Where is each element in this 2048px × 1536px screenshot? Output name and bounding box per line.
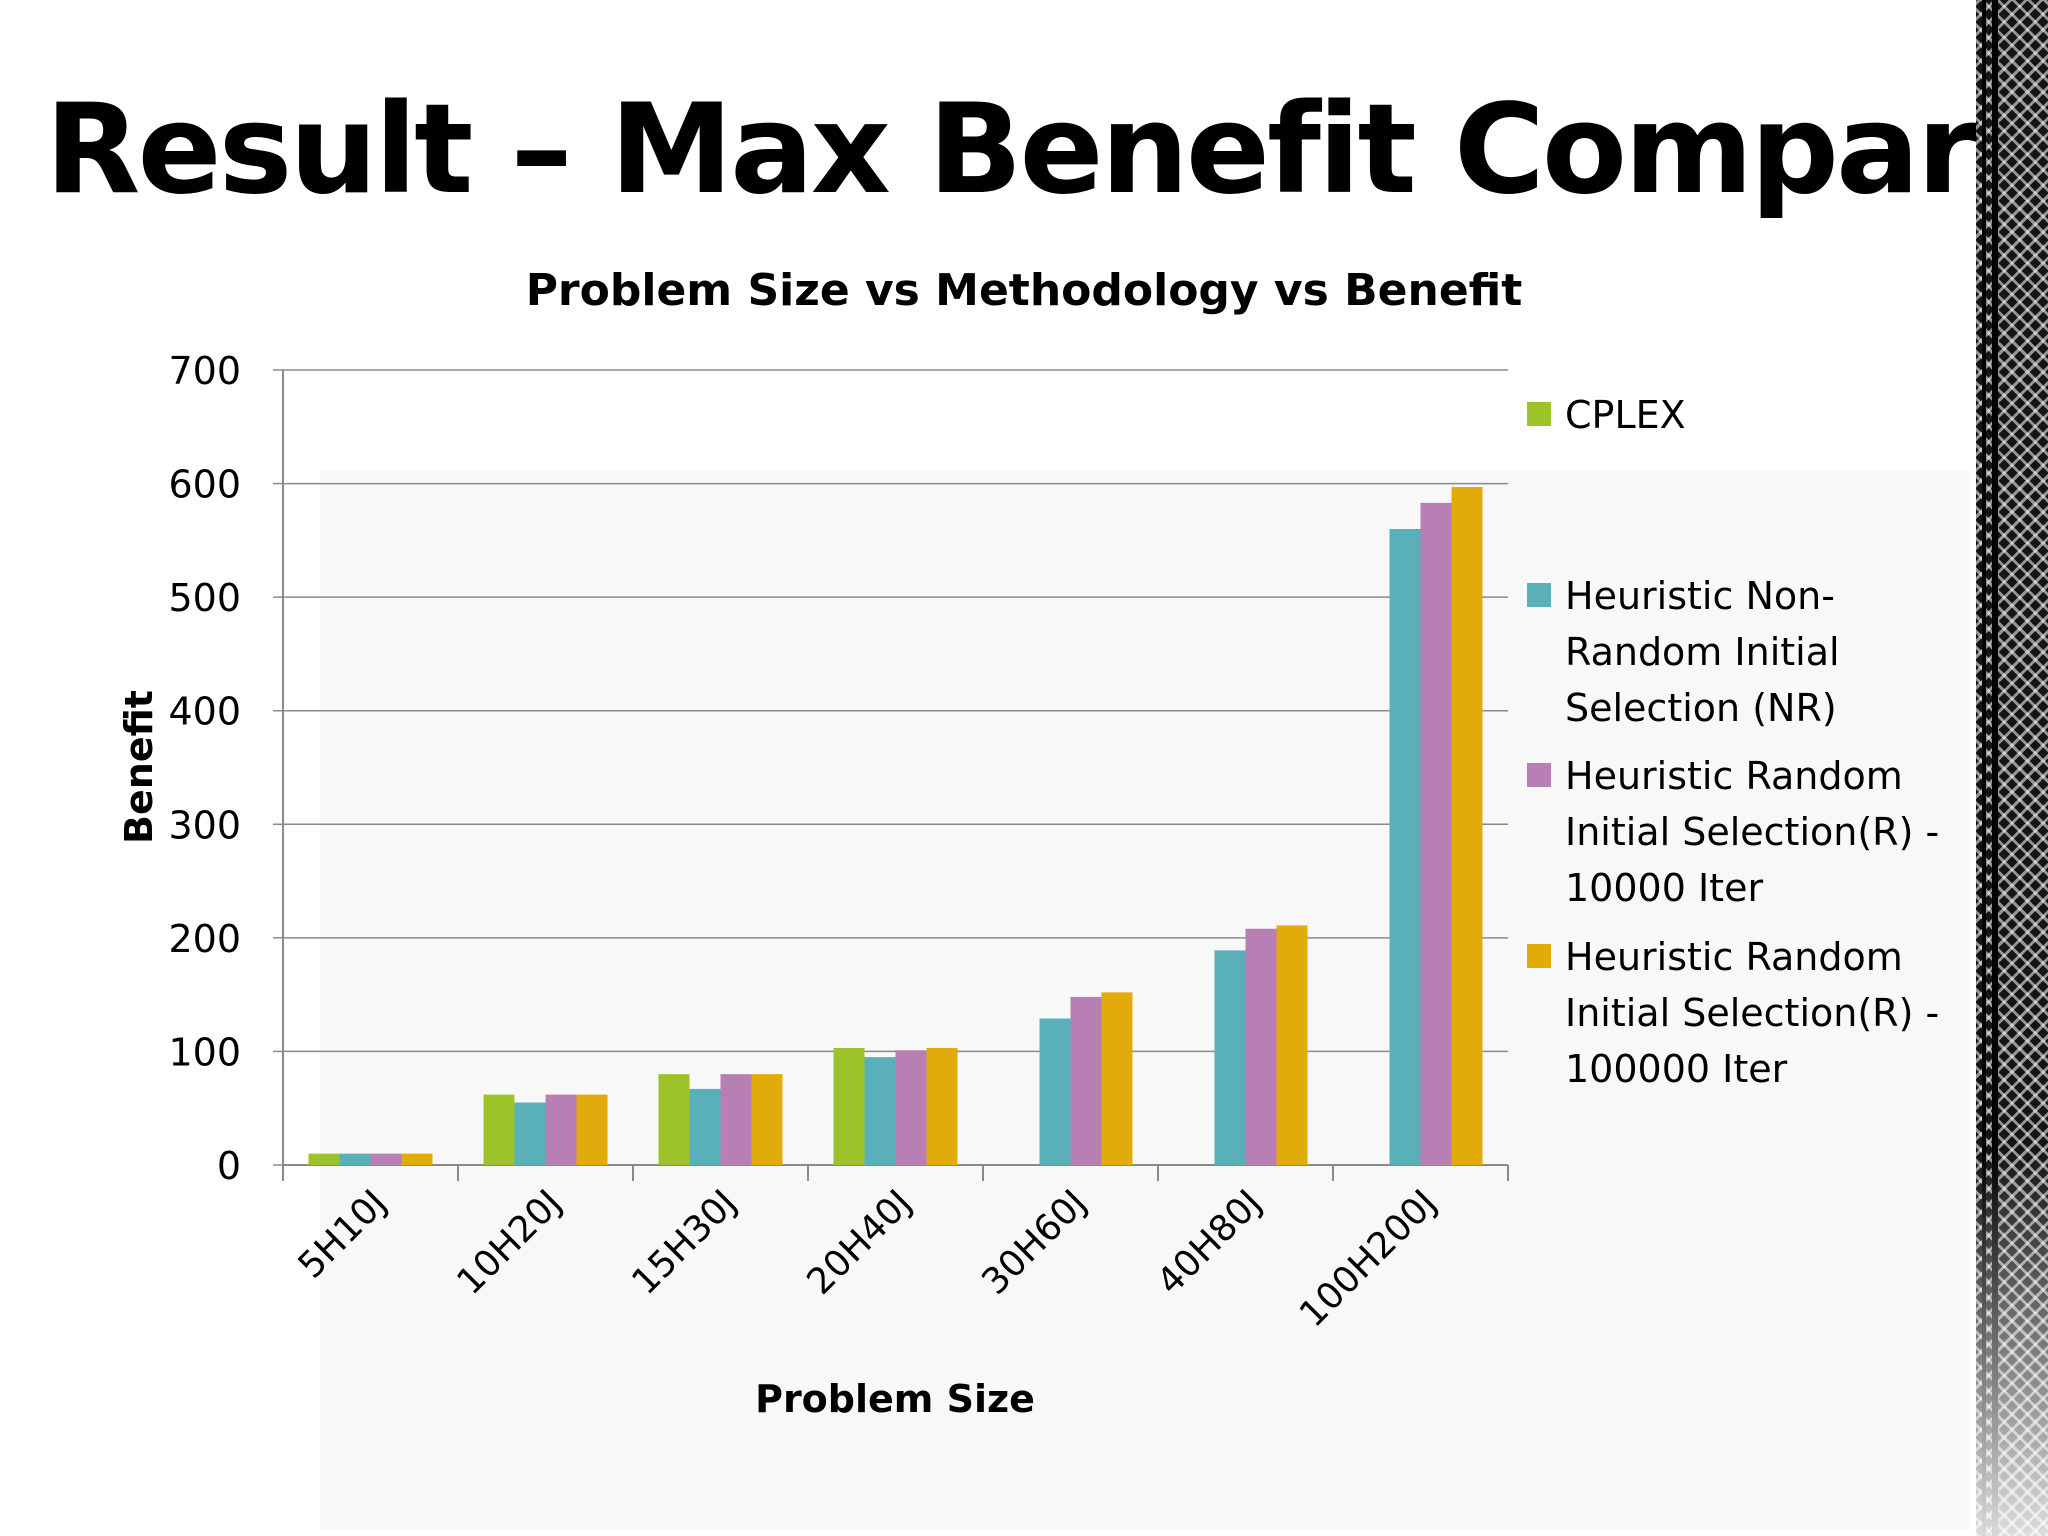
bar-5H10J-series-3 <box>370 1153 402 1165</box>
bar-100H200J-series-4 <box>1451 486 1483 1165</box>
legend-label-2: Selection (NR) <box>1565 686 1837 730</box>
y-axis-title: Benefit <box>117 690 161 844</box>
y-tick-label: 300 <box>168 803 241 847</box>
legend-label-2: Random Initial <box>1565 630 1840 674</box>
slide-title: Result – Max Benefit Comparison <box>45 78 2048 222</box>
bar-100H200J-series-3 <box>1420 502 1452 1166</box>
legend-label-3: 10000 Iter <box>1565 866 1763 910</box>
decorative-border-line <box>1992 0 1998 1536</box>
chart-background <box>320 470 1970 1530</box>
legend-swatch-3 <box>1527 763 1551 787</box>
decorative-fade <box>1976 1150 2048 1536</box>
bar-20H40J-series-4 <box>926 1048 958 1165</box>
bar-20H40J-series-3 <box>895 1050 927 1165</box>
bar-40H80J-series-4 <box>1276 925 1308 1165</box>
legend-swatch-4 <box>1527 944 1551 968</box>
bar-15H30J-series-1 <box>658 1074 690 1165</box>
legend-swatch-1 <box>1527 402 1551 426</box>
legend-label-4: 100000 Iter <box>1565 1047 1788 1091</box>
bar-10H20J-series-4 <box>576 1094 608 1165</box>
legend-label-1: CPLEX <box>1565 393 1686 437</box>
bar-20H40J-series-2 <box>864 1057 896 1165</box>
bar-30H60J-series-4 <box>1101 992 1133 1165</box>
bar-5H10J-series-1 <box>308 1153 340 1165</box>
bar-100H200J-series-2 <box>1389 529 1421 1165</box>
bar-5H10J-series-4 <box>401 1153 433 1165</box>
bar-20H40J-series-1 <box>833 1048 865 1165</box>
x-axis-title: Problem Size <box>755 1377 1035 1421</box>
legend-label-2: Heuristic Non- <box>1565 574 1835 618</box>
bar-10H20J-series-2 <box>514 1102 546 1165</box>
bar-15H30J-series-4 <box>751 1074 783 1165</box>
bar-15H30J-series-2 <box>689 1088 721 1165</box>
bar-30H60J-series-3 <box>1070 996 1102 1165</box>
bar-40H80J-series-2 <box>1214 950 1246 1165</box>
legend-label-4: Initial Selection(R) - <box>1565 991 1939 1035</box>
bar-40H80J-series-3 <box>1245 928 1277 1165</box>
bar-10H20J-series-1 <box>483 1094 515 1165</box>
bar-10H20J-series-3 <box>545 1094 577 1165</box>
legend-label-3: Heuristic Random <box>1565 754 1903 798</box>
y-tick-label: 400 <box>168 690 241 734</box>
legend-label-4: Heuristic Random <box>1565 935 1903 979</box>
bar-30H60J-series-2 <box>1039 1018 1071 1165</box>
decorative-border-line <box>1982 0 1986 1536</box>
y-tick-label: 0 <box>217 1144 241 1188</box>
chart-title: Problem Size vs Methodology vs Benefit <box>526 265 1523 316</box>
bar-5H10J-series-2 <box>339 1153 371 1165</box>
bar-15H30J-series-3 <box>720 1074 752 1165</box>
legend-swatch-2 <box>1527 583 1551 607</box>
y-tick-label: 500 <box>168 576 241 620</box>
y-tick-label: 700 <box>168 349 241 393</box>
legend-label-3: Initial Selection(R) - <box>1565 810 1939 854</box>
y-tick-label: 100 <box>168 1030 241 1074</box>
y-tick-label: 200 <box>168 917 241 961</box>
y-tick-label: 600 <box>168 463 241 507</box>
